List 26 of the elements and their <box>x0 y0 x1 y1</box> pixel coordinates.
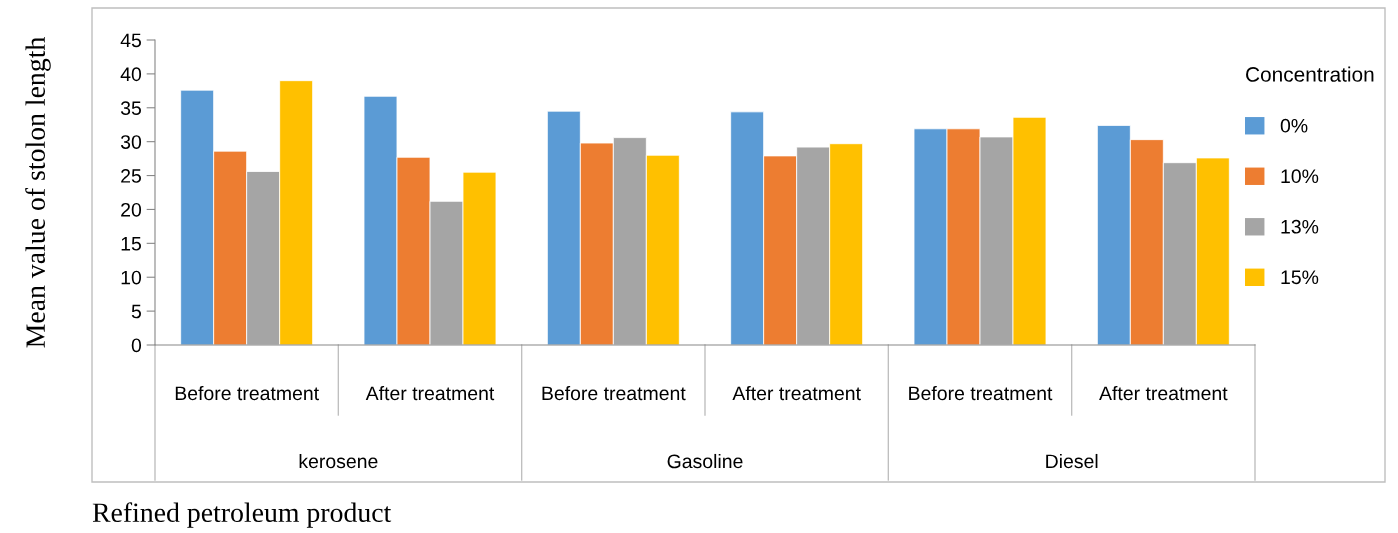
x-tick-label: After treatment <box>1099 385 1228 401</box>
text: kerosene <box>299 453 378 469</box>
y-tick-label: 25 <box>121 169 141 183</box>
y-tick-label: 45 <box>120 33 141 48</box>
legend-label: 0% <box>1280 118 1308 133</box>
y-axis-title: Mean value of stolon length <box>25 37 51 348</box>
text: Diesel <box>1046 453 1098 469</box>
y-tick-label: 0 <box>131 338 142 353</box>
y-tick-label: 35 <box>120 101 141 116</box>
y-tick-label: 40 <box>120 67 142 82</box>
y-tick-label: 5 <box>131 304 141 319</box>
y-tick-label: 10 <box>121 270 142 285</box>
legend-title: Concentration <box>1246 66 1374 82</box>
text: Gasoline <box>667 453 743 469</box>
x-tick-label: Before treatment <box>175 385 319 401</box>
legend-label: 15% <box>1281 270 1319 285</box>
x-tick-label: Before treatment <box>542 385 686 401</box>
y-tick-label: 15 <box>121 237 141 251</box>
x-tick-label: After treatment <box>365 385 495 401</box>
legend-label: 10% <box>1281 169 1319 184</box>
y-tick-label: 20 <box>121 202 142 217</box>
x-axis-title: Refined petroleum product <box>92 502 392 528</box>
legend-label: 13% <box>1281 219 1319 234</box>
y-tick-label: 30 <box>120 135 142 149</box>
x-tick-label: Before treatment <box>909 385 1053 401</box>
x-tick-label: After treatment <box>732 385 861 401</box>
